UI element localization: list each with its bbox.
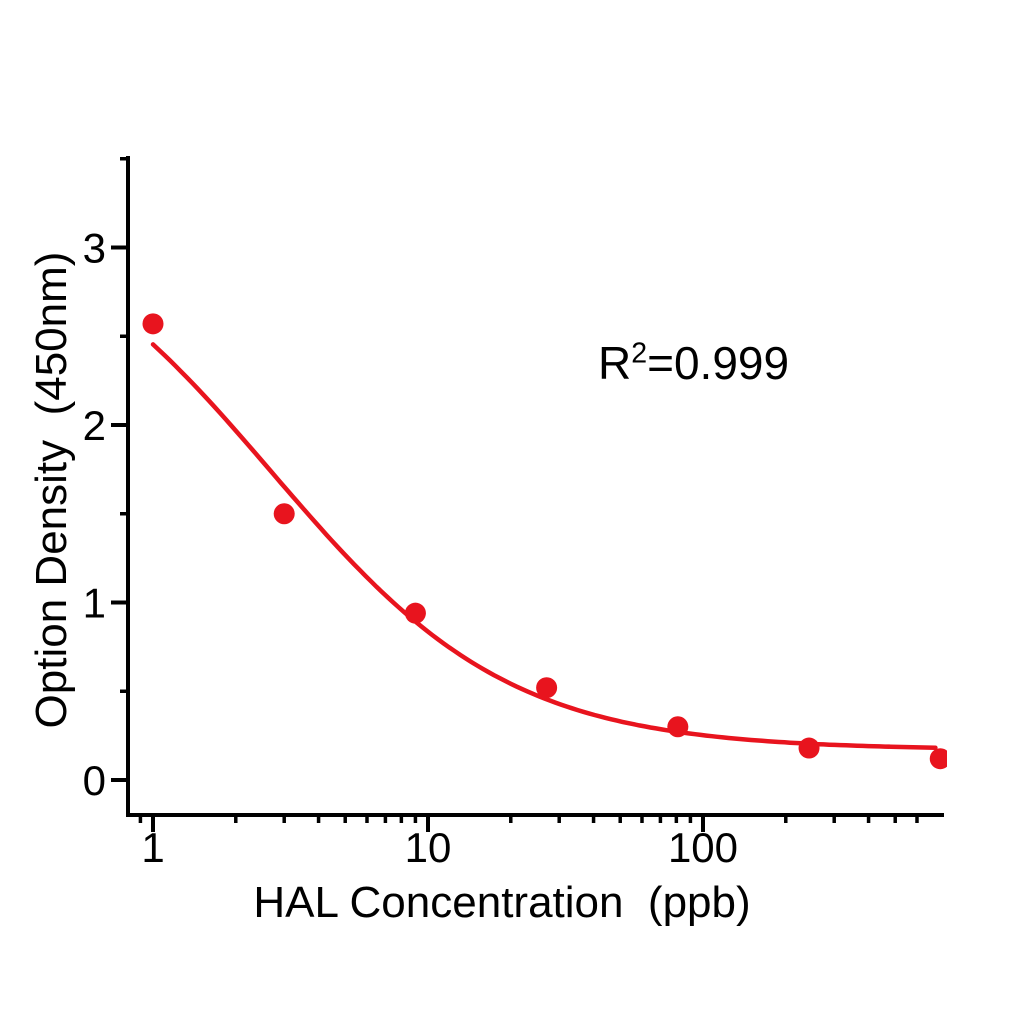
data-point <box>667 716 689 738</box>
data-point <box>273 503 295 525</box>
x-tick-label: 100 <box>668 824 738 871</box>
y-tick-label: 3 <box>83 225 106 272</box>
x-tick-label: 1 <box>141 824 164 871</box>
y-axis-label: Option Density (450nm) <box>27 251 76 729</box>
spine-layer <box>126 156 944 817</box>
r-squared-base: R <box>598 337 632 389</box>
data-point <box>404 602 426 624</box>
r-squared-value: =0.999 <box>647 337 790 389</box>
data-point <box>536 677 558 699</box>
data-point <box>142 313 164 335</box>
data-point <box>798 737 820 759</box>
r-squared-annotation: R2=0.999 <box>598 337 790 389</box>
data-point <box>929 748 947 770</box>
r-squared-sup: 2 <box>631 337 648 370</box>
y-tick-label: 1 <box>83 580 106 627</box>
tick-layer <box>111 157 919 832</box>
x-axis-label: HAL Concentration (ppb) <box>253 878 751 927</box>
y-tick-label: 2 <box>83 402 106 449</box>
series-layer <box>142 313 947 770</box>
y-tick-label: 0 <box>83 757 106 804</box>
x-tick-label: 10 <box>405 824 452 871</box>
